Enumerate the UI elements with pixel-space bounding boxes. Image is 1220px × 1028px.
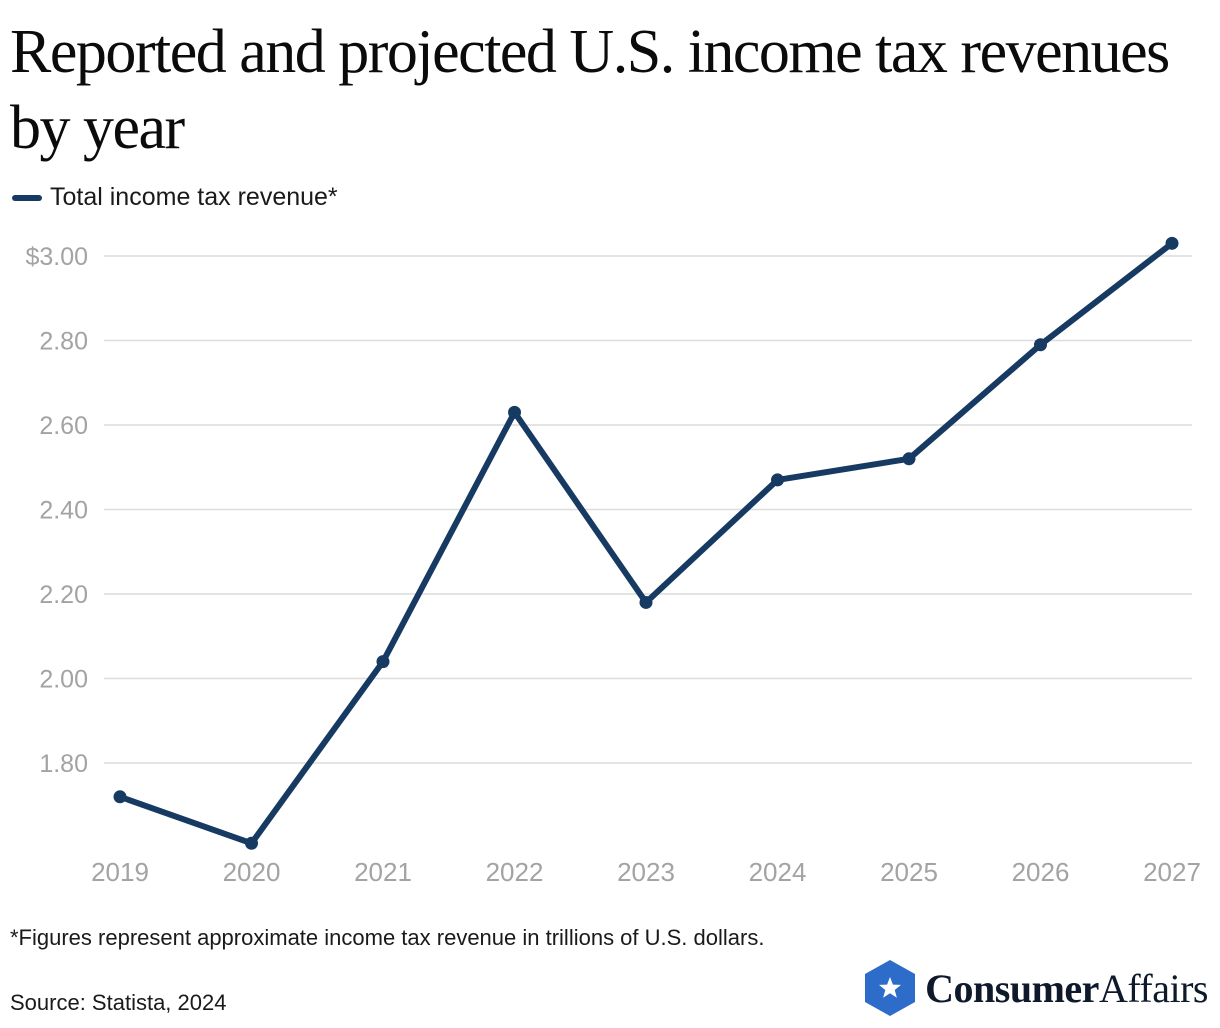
x-tick-label: 2023 [617,857,675,887]
series [113,236,1179,850]
legend: Total income tax revenue* [12,183,338,212]
x-tick-label: 2025 [880,857,938,887]
star-shield-icon [865,960,916,1016]
series-line [117,240,1175,847]
brand-name: ConsumerAffairs [925,965,1208,1012]
data-point [1165,236,1179,250]
data-point [376,655,390,669]
data-point [771,473,784,487]
brand-name-bold: Consumer [925,965,1099,1011]
x-tick-label: 2026 [1012,857,1070,887]
data-point [113,790,127,804]
y-tick-label: $3.00 [25,243,88,271]
y-tick-label: 2.40 [39,497,88,525]
x-tick-label: 2020 [223,857,281,887]
grid-lines [104,255,1192,764]
legend-swatch [12,194,42,201]
source-note: Source: Statista, 2024 [10,990,227,1015]
x-tick-label: 2022 [486,857,544,887]
y-tick-label: 1.80 [39,750,88,778]
legend-label: Total income tax revenue* [50,183,338,211]
x-tick-label: 2021 [354,857,412,887]
x-tick-label: 2019 [91,857,149,887]
x-tick-label: 2024 [749,857,807,887]
x-tick-label: 2027 [1143,857,1201,887]
chart-title: Reported and projected U.S. income tax r… [10,18,1170,162]
y-tick-label: 2.80 [39,328,88,356]
y-tick-label: 2.20 [39,581,88,609]
line-chart: $3.002.802.602.402.202.001.80 2019 2020 20… [25,236,1201,887]
footnote: *Figures represent approximate income ta… [10,925,765,950]
brand-name-regular: Affairs [1098,965,1209,1011]
y-tick-label: 2.60 [39,412,88,440]
x-axis-ticks: 2019 2020 2021 2022 2023 2024 2025 2026 2027 [91,857,1201,887]
brand-logo: ConsumerAffairs [863,958,1209,1018]
data-point [639,595,653,609]
y-axis-ticks: $3.00 2.80 2.60 2.40 2.20 2.00 1.80 [25,243,88,778]
y-tick-label: 2.00 [39,666,88,694]
data-point [508,405,521,419]
data-point [1034,338,1047,352]
data-point [245,836,258,850]
data-point [902,452,916,466]
